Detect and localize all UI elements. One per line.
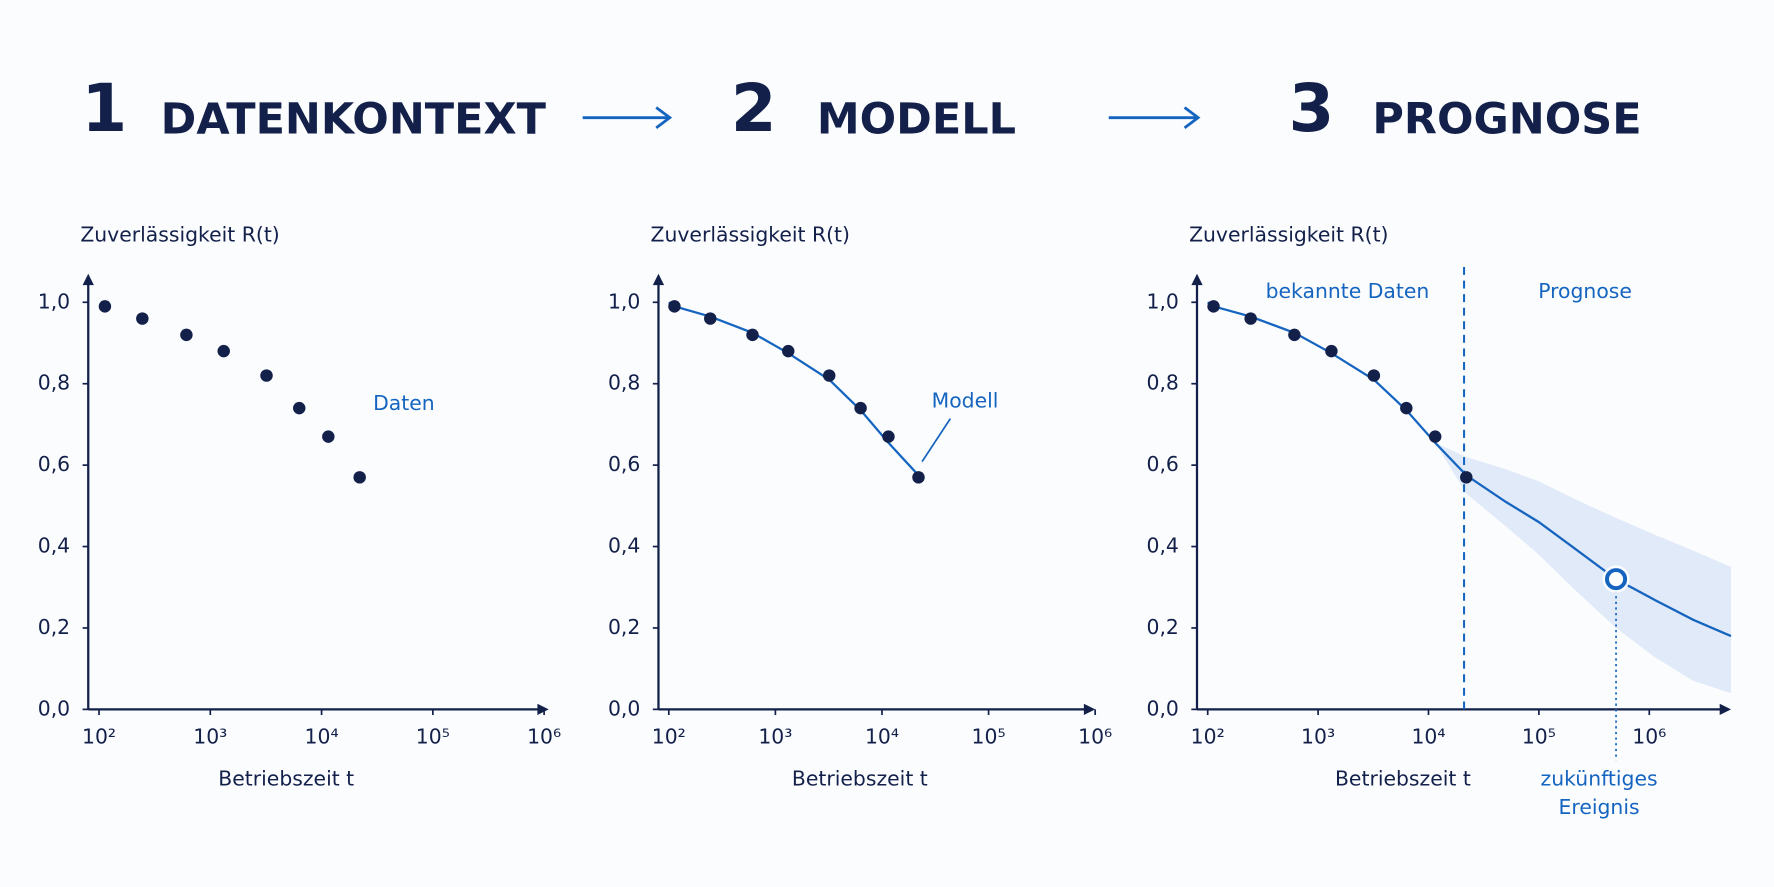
y-tick-label: 0,6 [608, 452, 640, 476]
y-tick-label: 1,0 [38, 289, 70, 313]
flow-arrow-head [655, 106, 673, 129]
x-axis-label: Betriebszeit t [792, 767, 928, 791]
x-tick-label: 10⁵ [416, 725, 450, 749]
x-tick-label: 10³ [193, 725, 227, 749]
x-tick-label: 10⁴ [305, 725, 339, 749]
y-tick-label: 0,8 [608, 371, 640, 395]
data-point [217, 344, 230, 358]
event-label: Ereignis [1559, 795, 1640, 819]
step-number: 2 [731, 71, 777, 147]
data-point [1428, 430, 1442, 443]
step-title: DATENKONTEXT [161, 95, 547, 145]
y-tick-label: 0,2 [38, 615, 70, 639]
y-tick-label: 0,8 [38, 371, 70, 395]
x-axis-arrow [1719, 703, 1732, 716]
annotation: Modell [932, 389, 999, 413]
annotation: Daten [373, 391, 435, 415]
x-tick-label: 10⁴ [865, 725, 899, 749]
model-curve [668, 301, 920, 477]
data-point [704, 312, 717, 325]
event-label: zukünftiges [1541, 767, 1658, 791]
data-point [1367, 369, 1381, 382]
x-axis-label: Betriebszeit t [218, 767, 354, 791]
y-tick-label: 0,0 [38, 696, 70, 720]
y-axis-arrow [1191, 273, 1203, 286]
model-curve [1207, 301, 1732, 638]
y-axis-label: Zuverlässigkeit R(t) [80, 222, 279, 246]
data-point [136, 312, 149, 325]
data-point [1325, 344, 1338, 358]
data-point [668, 300, 681, 313]
x-tick-label: 10³ [758, 725, 792, 749]
y-tick-label: 0,0 [1147, 696, 1179, 720]
flow-arrow-head [1183, 106, 1201, 129]
x-tick-label: 10³ [1301, 725, 1335, 749]
x-tick-label: 10² [1191, 725, 1225, 749]
x-tick-label: 10⁵ [1522, 725, 1556, 749]
y-tick-label: 0,2 [608, 615, 640, 639]
x-tick-label: 10² [82, 725, 116, 749]
x-tick-label: 10⁶ [1078, 725, 1112, 749]
y-tick-label: 0,4 [1147, 534, 1179, 558]
step-title: MODELL [817, 95, 1016, 145]
step-number: 1 [81, 71, 127, 147]
data-point [180, 328, 193, 342]
x-tick-label: 10² [652, 725, 686, 749]
future-event [1605, 568, 1628, 591]
x-axis-arrow [1083, 703, 1096, 716]
data-point [1460, 471, 1473, 484]
y-tick-label: 0,0 [608, 696, 640, 720]
confidence-band [1435, 442, 1732, 694]
data-point [293, 401, 306, 415]
x-axis-arrow [537, 703, 549, 716]
y-tick-label: 1,0 [608, 289, 640, 313]
x-tick-label: 10⁶ [527, 725, 561, 749]
data-point [98, 300, 112, 313]
data-point [353, 471, 366, 484]
y-tick-label: 0,4 [38, 534, 70, 558]
data-point [823, 369, 836, 382]
y-tick-label: 0,2 [1147, 615, 1179, 639]
annotation-leader [921, 418, 952, 463]
region-label: bekannte Daten [1266, 279, 1430, 303]
y-tick-label: 1,0 [1147, 289, 1179, 313]
x-tick-label: 10⁴ [1411, 725, 1445, 749]
y-tick-label: 0,6 [1147, 452, 1179, 476]
data-point [746, 328, 759, 342]
data-point [782, 344, 795, 358]
x-tick-label: 10⁵ [972, 725, 1006, 749]
data-point [260, 369, 273, 382]
y-axis-label: Zuverlässigkeit R(t) [1189, 222, 1388, 246]
data-point [1288, 328, 1301, 342]
step-title: PROGNOSE [1372, 95, 1641, 145]
step-number: 3 [1289, 71, 1335, 147]
y-axis-label: Zuverlässigkeit R(t) [651, 222, 850, 246]
data-point [322, 430, 335, 443]
region-label: Prognose [1538, 279, 1632, 303]
y-tick-label: 0,8 [1147, 371, 1179, 395]
y-axis-arrow [82, 273, 94, 286]
y-tick-label: 0,4 [608, 534, 640, 558]
data-point [882, 430, 895, 443]
x-tick-label: 10⁶ [1632, 725, 1666, 749]
data-point [1207, 300, 1220, 313]
x-axis-label: Betriebszeit t [1335, 767, 1471, 791]
data-point [854, 401, 867, 415]
y-tick-label: 0,6 [38, 452, 70, 476]
y-axis-arrow [652, 273, 665, 286]
data-point [912, 471, 925, 484]
data-point [1400, 401, 1413, 415]
data-point [1244, 312, 1257, 325]
